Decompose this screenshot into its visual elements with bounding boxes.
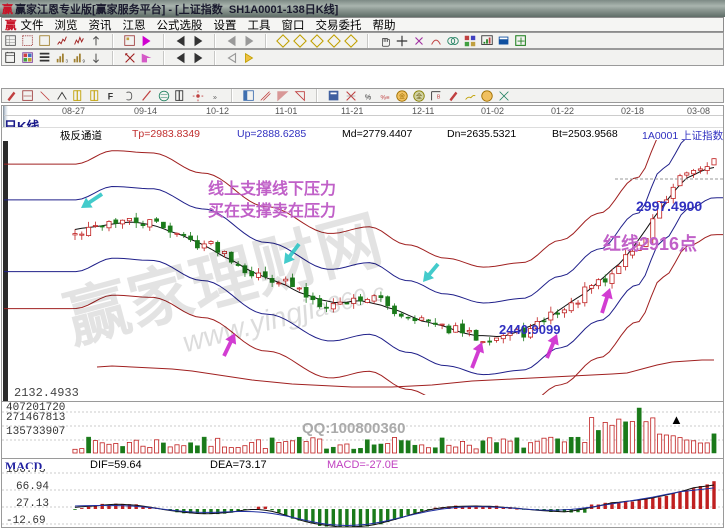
svg-text:F: F [107, 91, 113, 101]
svg-text:»: » [213, 94, 217, 101]
svg-text:全: 全 [415, 92, 421, 100]
svg-text:9: 9 [82, 58, 85, 63]
svg-text:B: B [436, 94, 440, 100]
svg-text:%≡: %≡ [380, 94, 389, 101]
svg-text:%: % [364, 94, 370, 101]
svg-text:金: 金 [398, 92, 404, 100]
svg-text:3: 3 [65, 58, 68, 63]
